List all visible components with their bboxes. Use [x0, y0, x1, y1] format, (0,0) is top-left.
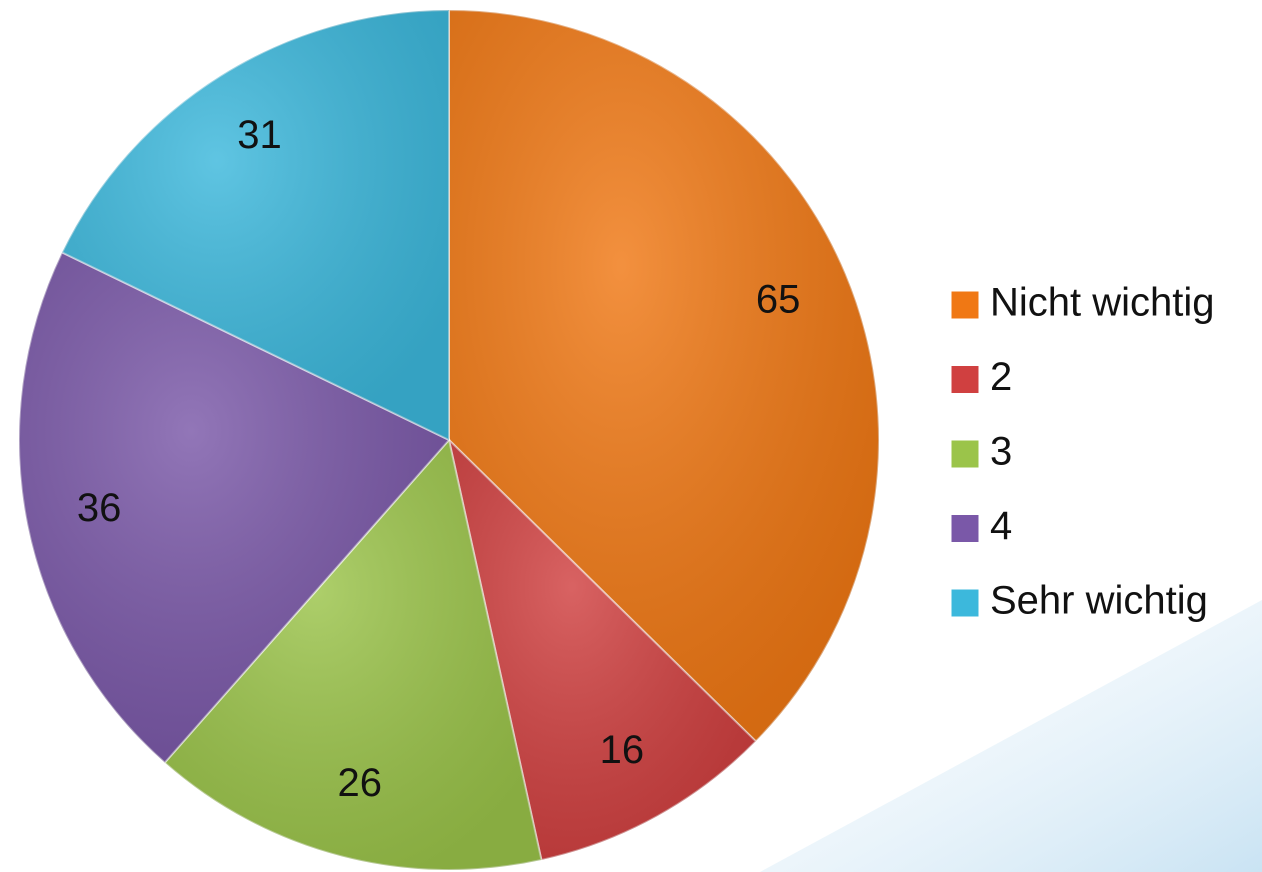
legend-label: 2 [990, 355, 1012, 399]
slice-shading [449, 10, 880, 742]
legend-swatch [950, 514, 980, 543]
data-label: 31 [237, 113, 282, 157]
legend-label: Nicht wichtig [990, 281, 1215, 325]
slice-shading [18, 252, 449, 763]
pie: 65 16 26 36 31 [18, 8, 880, 871]
data-label: 65 [756, 277, 801, 321]
background-decoration [760, 600, 1262, 872]
data-label: 16 [600, 728, 645, 772]
legend: Nicht wichtig 2 3 4 Sehr wichtig [950, 281, 1215, 623]
legend-swatch [950, 588, 980, 618]
legend-label: 3 [990, 430, 1012, 474]
data-label: 26 [337, 761, 382, 805]
data-label: 36 [77, 486, 122, 530]
legend-swatch [950, 439, 980, 469]
legend-label: 4 [990, 504, 1012, 548]
legend-swatch [950, 290, 980, 320]
slice-shading [449, 440, 756, 860]
legend-label: Sehr wichtig [990, 579, 1208, 623]
slice-shading [62, 10, 450, 440]
legend-swatch [950, 365, 980, 394]
slice-shading [164, 440, 542, 870]
